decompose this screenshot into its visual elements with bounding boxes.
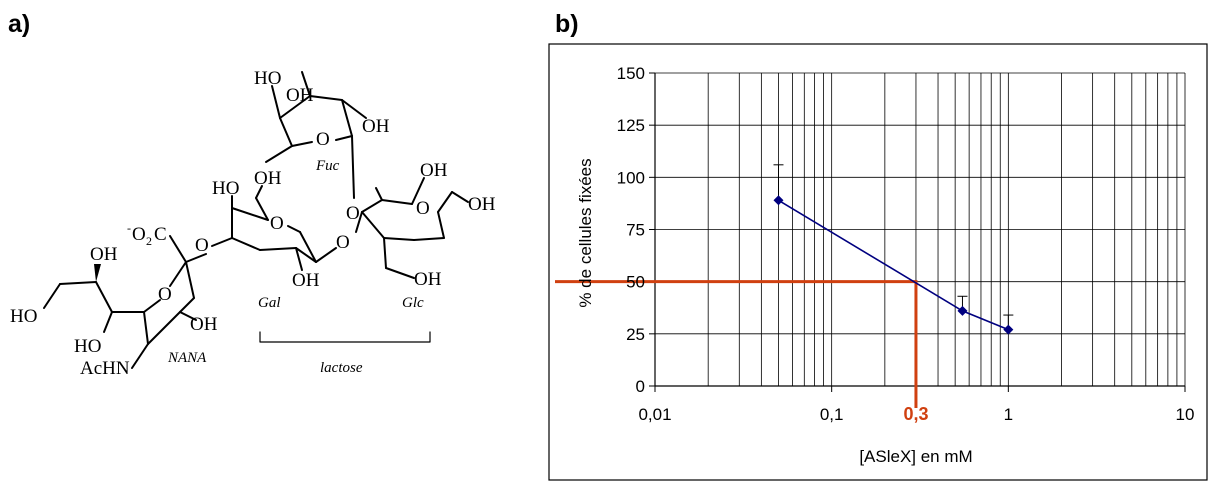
x-tick-label: 10 <box>1176 405 1195 424</box>
y-tick-label: 0 <box>636 377 645 396</box>
glucose-oh-anomeric-label: OH <box>468 194 496 215</box>
data-point <box>773 195 784 206</box>
threshold-annotation <box>555 280 918 408</box>
co2-subscript-label: 2 <box>146 234 152 248</box>
y-tick-label: 150 <box>617 64 645 83</box>
x-tick-label: 1 <box>1004 405 1013 424</box>
co2-minus-label: - <box>127 221 131 235</box>
data-point <box>957 305 968 316</box>
galactose-oh-bottom-label: OH <box>292 270 320 291</box>
axes <box>649 72 1186 392</box>
y-tick-label: 75 <box>626 221 645 240</box>
structure-labels: HO OH OH O Fuc HO OH O O OH Gal OH OH O … <box>10 68 496 379</box>
fuc-label: Fuc <box>315 158 340 174</box>
chart-frame <box>548 43 1208 481</box>
fucose-ho-label: HO <box>254 68 281 89</box>
galactose-link-o-label: O <box>195 235 209 256</box>
panel-b-label: b) <box>555 10 579 38</box>
series-group <box>773 164 1014 335</box>
co2-o-label: O <box>132 224 146 245</box>
glucose-oh-top-label: OH <box>420 160 448 181</box>
x-tick-label: 0,01 <box>638 405 671 424</box>
grid <box>654 72 1186 387</box>
nana-chain-ho-label: HO <box>74 336 101 357</box>
nana-ring-oh-label: OH <box>190 314 218 335</box>
plot-area: 0 25 50 75 100 125 150 0,01 0,1 1 10 0,3 <box>555 64 1194 424</box>
y-tick-label: 100 <box>617 168 645 187</box>
series-line <box>778 199 1009 331</box>
galactose-ho-label: HO <box>212 178 239 199</box>
glucose-fucose-link-o-label: O <box>346 203 360 224</box>
y-tick-label: 50 <box>626 273 645 292</box>
y-axis-title: % de cellules fixées <box>576 158 595 307</box>
fucose-ring-o-label: O <box>316 129 330 150</box>
wedge-bond <box>94 264 101 282</box>
achn-label: AcHN <box>80 358 130 379</box>
gal-label: Gal <box>258 295 281 311</box>
lactose-bracket <box>259 331 431 343</box>
threshold-value-label: 0,3 <box>903 404 928 424</box>
nana-ho-left-label: HO <box>10 306 37 327</box>
glucose-gal-link-o-label: O <box>336 232 350 253</box>
y-tick-label: 125 <box>617 116 645 135</box>
fucose-oh-label: OH <box>286 85 314 106</box>
tick-labels: 0 25 50 75 100 125 150 0,01 0,1 1 10 0,3 <box>617 64 1195 424</box>
co2-c-label: C <box>154 224 167 245</box>
glc-label: Glc <box>402 295 424 311</box>
fucose-oh-right-label: OH <box>362 116 390 137</box>
y-tick-label: 25 <box>626 325 645 344</box>
nana-ring <box>43 235 207 369</box>
nana-label: NANA <box>167 350 207 366</box>
fucose-ring <box>265 71 367 199</box>
glucose-ring <box>355 177 469 279</box>
galactose-ring-o-label: O <box>270 213 284 234</box>
galactose-ch2oh-label: OH <box>254 168 282 189</box>
sialyl-lewis-x-structure <box>43 71 469 369</box>
nana-ring-o-label: O <box>158 284 172 305</box>
nana-oh-top-label: OH <box>90 244 118 265</box>
glucose-ch2oh-label: OH <box>414 269 442 290</box>
x-tick-label: 0,1 <box>820 405 844 424</box>
data-point <box>1003 324 1014 335</box>
panel-a-label: a) <box>8 10 30 38</box>
x-axis-title: [ASleX] en mM <box>859 447 972 466</box>
galactose-ring <box>211 185 337 271</box>
threshold-line <box>555 280 918 408</box>
glucose-ring-o-label: O <box>416 198 430 219</box>
lactose-label: lactose <box>320 360 363 376</box>
